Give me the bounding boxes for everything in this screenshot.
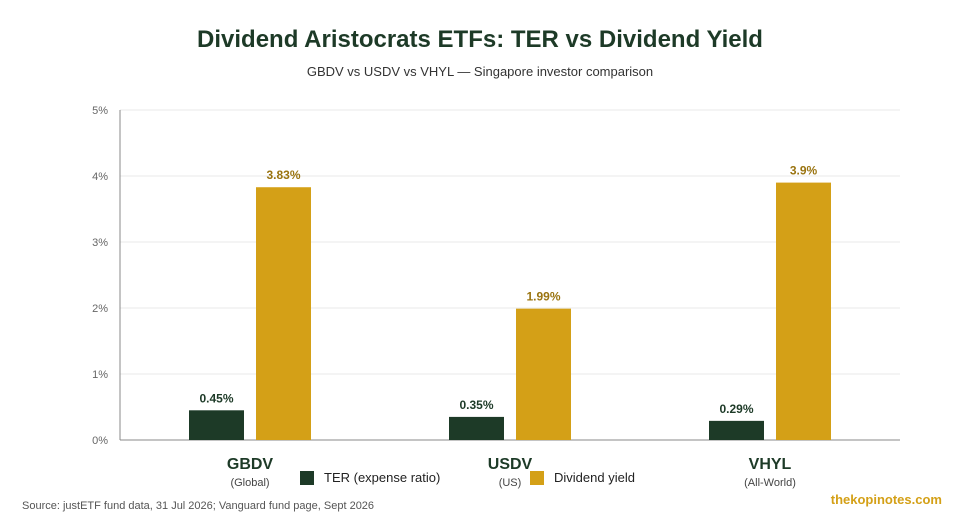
y-tick-label: 1% (92, 369, 108, 381)
bar-vhyl-ter (709, 420, 764, 440)
source-note: Source: justETF fund data, 31 Jul 2026; … (22, 500, 375, 512)
legend-label-yield: Dividend yield (554, 470, 635, 485)
brand-watermark: thekopinotes.com (830, 492, 942, 507)
bar-usdv-ter (449, 416, 504, 440)
bar-vhyl-yield (776, 182, 831, 440)
data-label: 3.83% (266, 168, 300, 182)
x-tick-sublabel: (All-World) (744, 477, 796, 489)
legend-swatch-ter (300, 470, 314, 485)
bar-usdv-yield (516, 308, 571, 440)
x-tick-label: USDV (488, 456, 533, 473)
chart-legend: TER (expense ratio) Dividend yield (0, 470, 960, 490)
legend-item-ter: TER (expense ratio) (300, 470, 440, 485)
y-tick-label: 2% (92, 303, 108, 315)
legend-label-ter: TER (expense ratio) (324, 470, 441, 485)
y-tick-label: 0% (92, 435, 108, 447)
x-tick-sublabel: (US) (499, 477, 522, 489)
data-label: 1.99% (526, 290, 560, 304)
legend-swatch-yield (530, 470, 544, 485)
x-tick-sublabel: (Global) (230, 477, 269, 489)
x-tick-label: VHYL (749, 456, 792, 473)
chart-title: Dividend Aristocrats ETFs: TER vs Divide… (197, 26, 763, 53)
bar-gbdv-ter (189, 410, 244, 440)
y-tick-label: 4% (92, 171, 108, 183)
x-tick-label: GBDV (227, 456, 274, 473)
bar-gbdv-yield (256, 187, 311, 440)
y-tick-label: 5% (92, 105, 108, 117)
data-label: 0.29% (719, 402, 753, 416)
data-label: 0.35% (459, 398, 493, 412)
data-label: 0.45% (199, 391, 233, 405)
data-label: 3.9% (790, 164, 818, 178)
y-tick-label: 3% (92, 237, 108, 249)
chart-subtitle: GBDV vs USDV vs VHYL — Singapore investo… (306, 64, 654, 79)
legend-item-yield: Dividend yield (530, 470, 635, 485)
